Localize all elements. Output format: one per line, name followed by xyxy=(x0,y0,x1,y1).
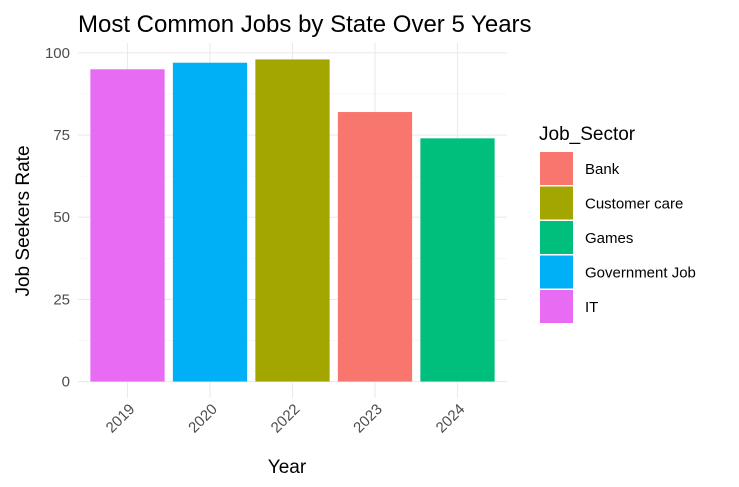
x-tick-label: 2020 xyxy=(185,401,221,437)
legend-key xyxy=(540,290,573,323)
x-tick-label: 2023 xyxy=(350,401,386,437)
x-tick-label: 2019 xyxy=(103,401,139,437)
x-tick-label: 2022 xyxy=(268,401,304,437)
y-axis-ticks: 0 25 50 75 100 xyxy=(45,45,70,391)
legend-key xyxy=(540,152,573,185)
bar-2024 xyxy=(420,138,495,382)
legend: Job_Sector Bank Customer care Games Governm… xyxy=(539,124,696,323)
legend-key xyxy=(540,255,573,289)
legend-label: Government Job xyxy=(585,265,696,282)
y-tick-label: 100 xyxy=(45,45,70,62)
y-tick-label: 0 xyxy=(62,374,70,391)
x-axis-ticks: 2019 2020 2022 2023 2024 xyxy=(103,401,469,437)
y-tick-label: 75 xyxy=(53,127,70,144)
bars xyxy=(90,59,495,382)
bar-2023 xyxy=(337,112,413,382)
chart-title: Most Common Jobs by State Over 5 Years xyxy=(78,11,532,38)
y-axis-title: Job Seekers Rate xyxy=(13,145,34,296)
x-axis-title: Year xyxy=(268,457,307,478)
legend-title: Job_Sector xyxy=(539,124,636,145)
legend-key xyxy=(540,186,573,220)
bar-2020 xyxy=(172,62,248,382)
legend-label: IT xyxy=(585,299,598,316)
legend-label: Customer care xyxy=(585,196,683,213)
legend-label: Bank xyxy=(585,161,620,178)
y-tick-label: 50 xyxy=(53,209,70,226)
y-tick-label: 25 xyxy=(53,291,70,308)
legend-label: Games xyxy=(585,230,633,247)
x-tick-label: 2024 xyxy=(433,401,469,437)
bar-2019 xyxy=(90,69,165,382)
bar-2022 xyxy=(255,59,330,382)
legend-key xyxy=(540,221,573,254)
